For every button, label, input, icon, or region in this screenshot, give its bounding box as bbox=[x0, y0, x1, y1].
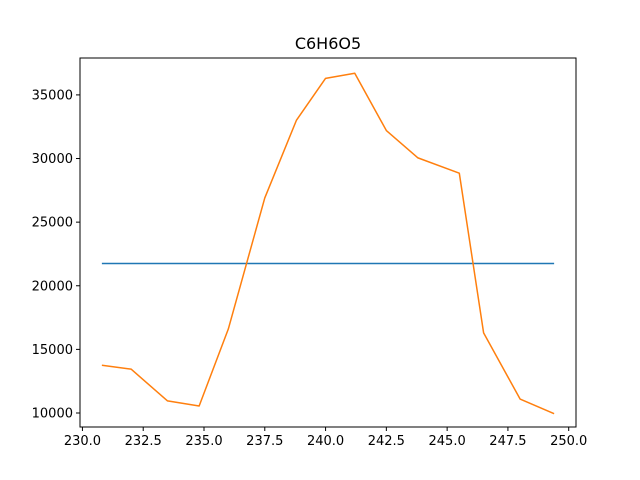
y-tick-label: 20000 bbox=[32, 279, 73, 294]
y-tick-label: 30000 bbox=[32, 152, 73, 167]
series-layer bbox=[101, 72, 555, 415]
x-tick-label: 230.0 bbox=[64, 434, 101, 449]
x-tick-label: 245.0 bbox=[429, 434, 466, 449]
y-tick-label: 15000 bbox=[32, 343, 73, 358]
series-line-2 bbox=[101, 72, 555, 415]
x-tick-label: 247.5 bbox=[489, 434, 526, 449]
x-tick-label: 235.0 bbox=[185, 434, 222, 449]
y-tick-label: 35000 bbox=[32, 88, 73, 103]
x-tick-label: 250.0 bbox=[550, 434, 587, 449]
plot-frame bbox=[79, 57, 577, 428]
chart-title: C6H6O5 bbox=[295, 34, 361, 53]
y-tick-label: 25000 bbox=[32, 216, 73, 231]
x-tick-label: 240.0 bbox=[307, 434, 344, 449]
x-tick-label: 237.5 bbox=[246, 434, 283, 449]
x-tick-label: 232.5 bbox=[125, 434, 162, 449]
y-tick-label: 10000 bbox=[32, 407, 73, 422]
x-axis: 230.0 232.5 235.0 237.5 240.0 242.5 245.0 247.5… bbox=[64, 427, 587, 449]
x-tick-label: 242.5 bbox=[368, 434, 405, 449]
y-axis: 10000 15000 20000 25000 30000 35000 bbox=[32, 88, 80, 422]
